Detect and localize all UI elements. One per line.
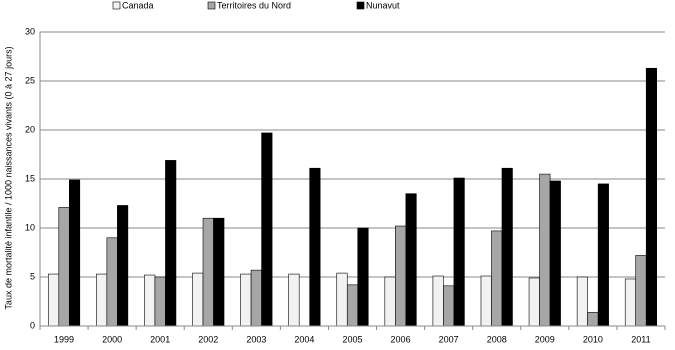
bar: [213, 217, 225, 327]
bar: [443, 285, 455, 327]
x-tick-label: 2008: [487, 334, 507, 344]
x-tick-label: 2007: [439, 334, 459, 344]
bar: [47, 273, 60, 327]
x-tick-label: 2009: [535, 334, 555, 344]
bar: [336, 272, 348, 327]
bar: [309, 167, 321, 327]
x-tick-label: 2010: [583, 334, 603, 344]
y-axis-label: Taux de mortalité infantile / 1000 naiss…: [3, 46, 13, 309]
y-tick-label: 5: [30, 271, 35, 281]
y-tick-label: 25: [25, 75, 35, 85]
bar: [597, 183, 609, 327]
legend-swatch: [112, 1, 121, 10]
bar: [154, 276, 166, 327]
x-tick-label: 2005: [342, 334, 362, 344]
legend-swatch: [356, 1, 365, 10]
bar: [395, 225, 407, 327]
bar: [288, 273, 300, 327]
legend-label: Canada: [122, 0, 154, 10]
y-tick-label: 10: [25, 222, 35, 232]
bar: [528, 277, 540, 327]
bar: [453, 177, 465, 327]
bar: [117, 205, 129, 327]
bar: [549, 180, 561, 327]
bar: [501, 167, 513, 327]
bar: [357, 227, 369, 327]
x-tick-label: 2002: [198, 334, 218, 344]
bar: [624, 278, 637, 327]
bar: [635, 255, 647, 327]
bar: [240, 273, 252, 327]
bar: [261, 132, 273, 327]
legend-label: Territoires du Nord: [217, 0, 291, 10]
x-tick-label: 2001: [150, 334, 170, 344]
bar: [645, 67, 658, 327]
y-tick-label: 0: [30, 320, 35, 330]
legend-swatch: [207, 1, 216, 10]
bar: [202, 217, 214, 327]
x-tick-label: 2003: [246, 334, 266, 344]
bar: [68, 179, 81, 327]
bar: [405, 193, 417, 327]
bar: [192, 272, 204, 327]
y-tick-label: 20: [25, 124, 35, 134]
x-tick-label: 2004: [294, 334, 314, 344]
bar: [144, 274, 156, 327]
y-tick-label: 15: [25, 173, 35, 183]
bar: [106, 237, 118, 327]
bar: [432, 275, 444, 327]
y-tick-label: 30: [25, 26, 35, 36]
bar: [96, 273, 108, 327]
x-tick-label: 1999: [54, 334, 74, 344]
x-tick-label: 2006: [391, 334, 411, 344]
bar: [539, 173, 551, 327]
x-tick-label: 2000: [102, 334, 122, 344]
bar: [491, 230, 503, 327]
bar: [576, 276, 588, 327]
bar: [346, 284, 359, 327]
bar: [58, 207, 70, 327]
bar: [250, 269, 262, 327]
bar: [587, 311, 599, 327]
bar: [384, 276, 396, 327]
bar: [165, 160, 177, 327]
x-tick-label: 2011: [631, 334, 650, 344]
bar: [480, 275, 492, 327]
legend-label: Nunavut: [366, 0, 400, 10]
